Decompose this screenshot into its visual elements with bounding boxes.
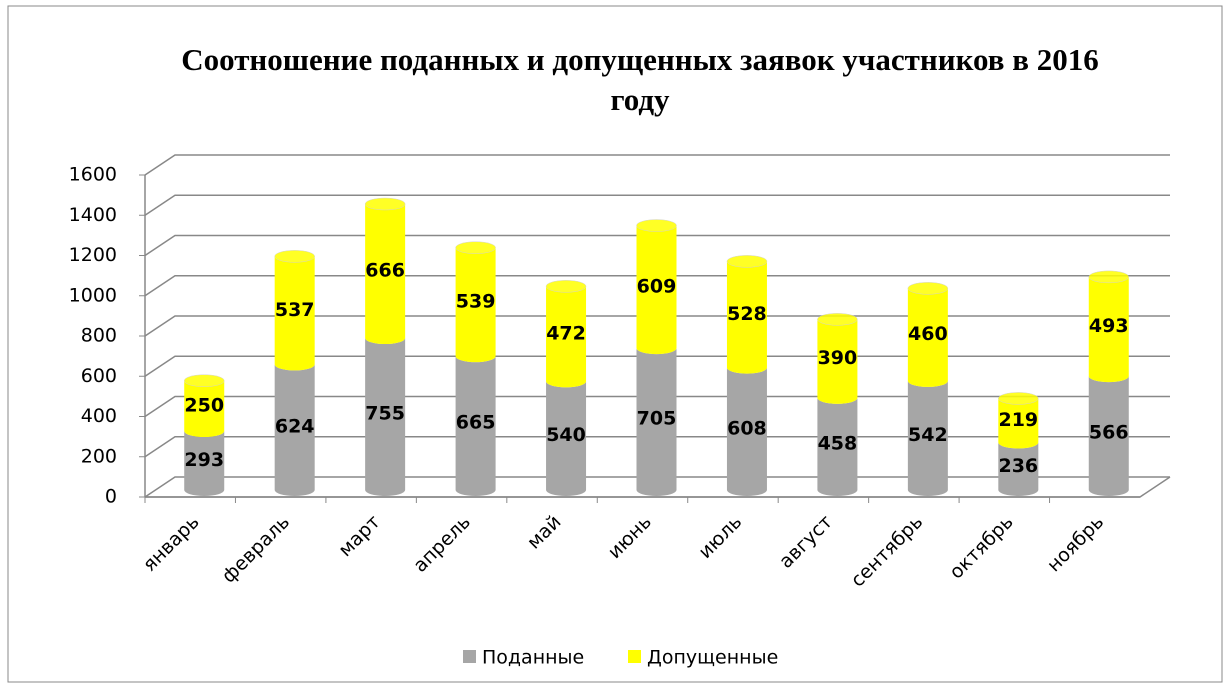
y-tick-label: 1400 (69, 204, 117, 226)
bar-segment (546, 381, 587, 497)
data-label: 705 (637, 408, 677, 430)
bar-segment (998, 398, 1039, 449)
chart-border (7, 5, 1223, 683)
bar-segment (455, 247, 496, 363)
data-label: 219 (998, 409, 1038, 431)
legend-label: Допущенные (647, 647, 778, 669)
bar-segment (365, 338, 406, 497)
data-label: 390 (818, 347, 858, 369)
chart-title: Соотношение поданных и допущенных заявок… (181, 42, 1099, 117)
data-label: 540 (546, 424, 586, 446)
legend-swatch (628, 650, 641, 663)
data-label: 537 (275, 299, 315, 321)
bar-segment (817, 397, 858, 497)
bar-segment (1088, 376, 1129, 497)
bar-segment (1088, 276, 1129, 383)
data-label: 624 (275, 416, 315, 438)
data-label: 539 (456, 290, 496, 312)
cylinder-top (1088, 270, 1130, 284)
cylinder-top (455, 241, 496, 254)
cylinder-top (907, 282, 949, 295)
grid-line (144, 234, 1170, 257)
data-label: 666 (365, 260, 405, 282)
data-label: 293 (184, 449, 224, 471)
data-label: 458 (818, 432, 858, 454)
bar-segment (636, 225, 677, 355)
bar-segment (998, 442, 1039, 496)
cylinder-top (274, 250, 315, 263)
bar-segment (726, 261, 767, 374)
cylinder-top (817, 313, 858, 326)
data-label: 665 (456, 412, 496, 434)
cylinder-top (183, 374, 225, 387)
data-label: 236 (998, 455, 1038, 477)
data-label: 472 (546, 322, 586, 344)
grid-line (144, 194, 1170, 216)
y-tick-label: 800 (81, 325, 117, 347)
bar-segment (636, 348, 677, 497)
data-label: 755 (365, 403, 405, 425)
data-label: 493 (1089, 315, 1129, 337)
legend-label: Поданные (482, 647, 584, 669)
data-label: 608 (727, 417, 767, 439)
bar-segment (546, 286, 587, 388)
cylinder-top (998, 392, 1039, 405)
bar-segment (907, 288, 948, 387)
bar-segment (184, 380, 225, 438)
grid-line (144, 154, 1170, 176)
y-tick-label: 1200 (69, 244, 117, 266)
cylinder-top (726, 255, 768, 268)
bar-segment (365, 204, 406, 345)
data-label: 609 (637, 275, 677, 297)
data-label: 542 (908, 424, 948, 446)
data-label: 460 (908, 323, 948, 345)
bar-segment (907, 380, 948, 497)
y-tick-label: 1600 (69, 164, 117, 186)
data-label: 250 (184, 394, 224, 416)
cylinder-top (364, 197, 406, 211)
bar-segment (817, 319, 858, 404)
data-label: 566 (1089, 422, 1129, 444)
bar-segment (274, 364, 315, 497)
bar-segment (726, 367, 767, 497)
cylinder-top (636, 219, 677, 232)
legend-swatch (463, 650, 476, 663)
cylinder-top (545, 280, 587, 293)
y-tick-label: 0 (105, 486, 117, 508)
bar-segment (184, 431, 225, 497)
bar-segment (455, 356, 496, 497)
y-tick-label: 600 (81, 365, 117, 387)
grid-line (144, 275, 1170, 297)
y-tick-label: 200 (81, 445, 117, 467)
y-tick-label: 1000 (69, 284, 117, 306)
data-label: 528 (727, 303, 767, 325)
y-tick-label: 400 (81, 405, 117, 427)
bar-segment (274, 256, 315, 371)
